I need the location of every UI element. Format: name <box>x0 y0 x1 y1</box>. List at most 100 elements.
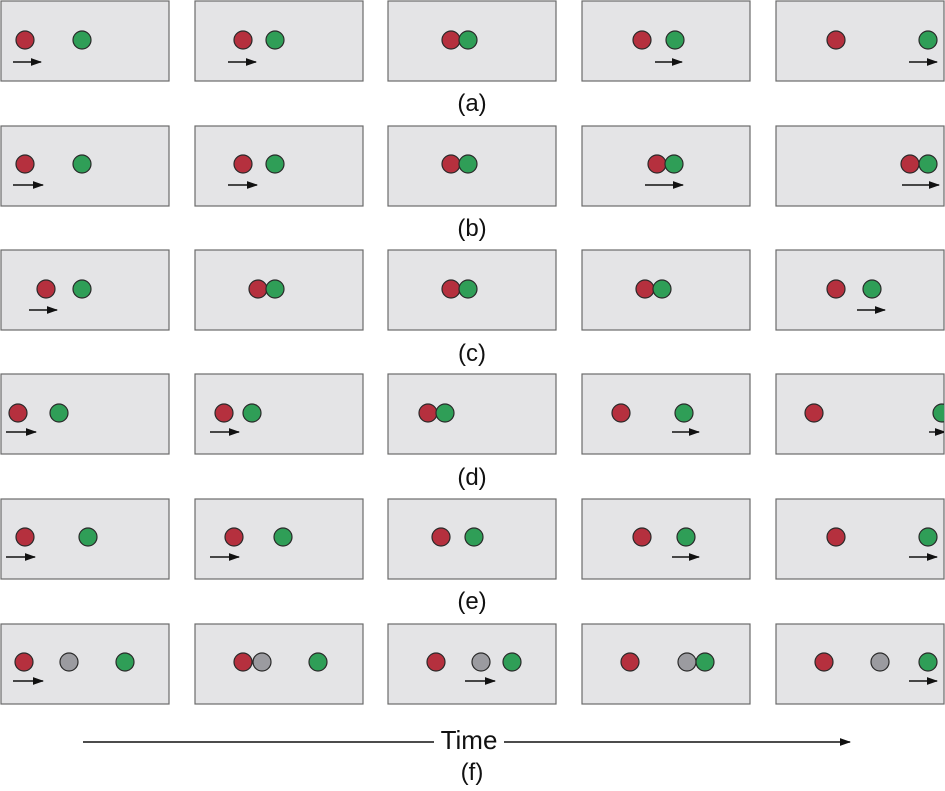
green-ball <box>652 279 672 299</box>
row-label: (f) <box>461 759 484 786</box>
frame-content <box>441 154 478 174</box>
frame-panel <box>0 373 170 455</box>
panel-grid <box>0 0 945 705</box>
frame-content <box>233 652 328 672</box>
panel-row-2 <box>0 125 945 207</box>
green-ball <box>458 279 478 299</box>
frame-background <box>775 623 945 705</box>
red-ball <box>900 154 920 174</box>
frame-panel <box>775 125 945 207</box>
frame-panel <box>581 498 751 580</box>
green-ball <box>464 527 484 547</box>
frame-panel <box>194 373 364 455</box>
frame-content <box>804 403 944 436</box>
frame-content <box>418 403 455 423</box>
red-ball <box>233 154 253 174</box>
green-ball <box>695 652 715 672</box>
frame-background <box>775 373 945 455</box>
red-ball <box>418 403 438 423</box>
green-ball <box>918 527 938 547</box>
green-ball <box>273 527 293 547</box>
red-ball <box>224 527 244 547</box>
frame-panel <box>581 249 751 331</box>
frame-panel <box>0 623 170 705</box>
frame-content <box>13 30 92 66</box>
red-ball <box>611 403 631 423</box>
frame-content <box>210 403 262 436</box>
frame-content <box>620 652 715 672</box>
green-ball <box>458 30 478 50</box>
frame-background <box>581 373 751 455</box>
panel-row-1 <box>0 0 945 82</box>
gray-ball <box>252 652 272 672</box>
row-label: (d) <box>457 464 486 491</box>
frame-content <box>611 403 701 436</box>
red-ball <box>15 154 35 174</box>
red-ball <box>826 527 846 547</box>
green-ball <box>72 30 92 50</box>
frame-background <box>775 249 945 331</box>
gray-ball <box>59 652 79 672</box>
row-label: (b) <box>457 215 486 242</box>
red-ball <box>826 279 846 299</box>
frame-panel <box>194 623 364 705</box>
green-ball <box>502 652 522 672</box>
frame-content <box>635 279 672 299</box>
frame-panel <box>194 498 364 580</box>
panel-row-6 <box>0 623 945 705</box>
red-ball <box>36 279 56 299</box>
green-ball <box>115 652 135 672</box>
frame-content <box>13 154 92 189</box>
frame-content <box>441 30 478 50</box>
green-ball <box>918 652 938 672</box>
row-label: (e) <box>457 588 486 615</box>
panel-row-4 <box>0 373 945 455</box>
frame-content <box>632 527 701 561</box>
frame-background <box>387 373 557 455</box>
green-ball <box>242 403 262 423</box>
frame-panel <box>0 498 170 580</box>
red-ball <box>620 652 640 672</box>
red-ball <box>233 652 253 672</box>
gray-ball <box>677 652 697 672</box>
frame-background <box>581 623 751 705</box>
green-ball <box>265 30 285 50</box>
green-ball <box>674 403 694 423</box>
frame-panel <box>194 249 364 331</box>
green-ball <box>458 154 478 174</box>
red-ball <box>441 279 461 299</box>
red-ball <box>248 279 268 299</box>
frame-background <box>0 373 170 455</box>
green-ball <box>435 403 455 423</box>
red-ball <box>441 154 461 174</box>
frame-panel <box>0 0 170 82</box>
frame-panel <box>0 125 170 207</box>
frame-panel <box>581 0 751 82</box>
frame-panel <box>194 125 364 207</box>
frame-content <box>431 527 484 547</box>
frame-panel <box>387 125 557 207</box>
red-ball <box>647 154 667 174</box>
green-ball <box>918 154 938 174</box>
red-ball <box>632 30 652 50</box>
red-ball <box>814 652 834 672</box>
red-ball <box>214 403 234 423</box>
time-axis: Time <box>83 725 852 755</box>
frame-panel <box>194 0 364 82</box>
frame-background <box>581 498 751 580</box>
green-ball <box>308 652 328 672</box>
green-ball <box>72 279 92 299</box>
frame-content <box>248 279 285 299</box>
frame-panel <box>0 249 170 331</box>
green-ball <box>665 30 685 50</box>
panel-row-3 <box>0 249 945 331</box>
frame-content <box>228 30 285 66</box>
red-ball <box>8 403 28 423</box>
frame-panel <box>387 0 557 82</box>
red-ball <box>233 30 253 50</box>
frame-content <box>900 154 941 189</box>
frame-content <box>29 279 92 314</box>
frame-content <box>645 154 685 189</box>
green-ball <box>664 154 684 174</box>
frame-panel <box>387 249 557 331</box>
